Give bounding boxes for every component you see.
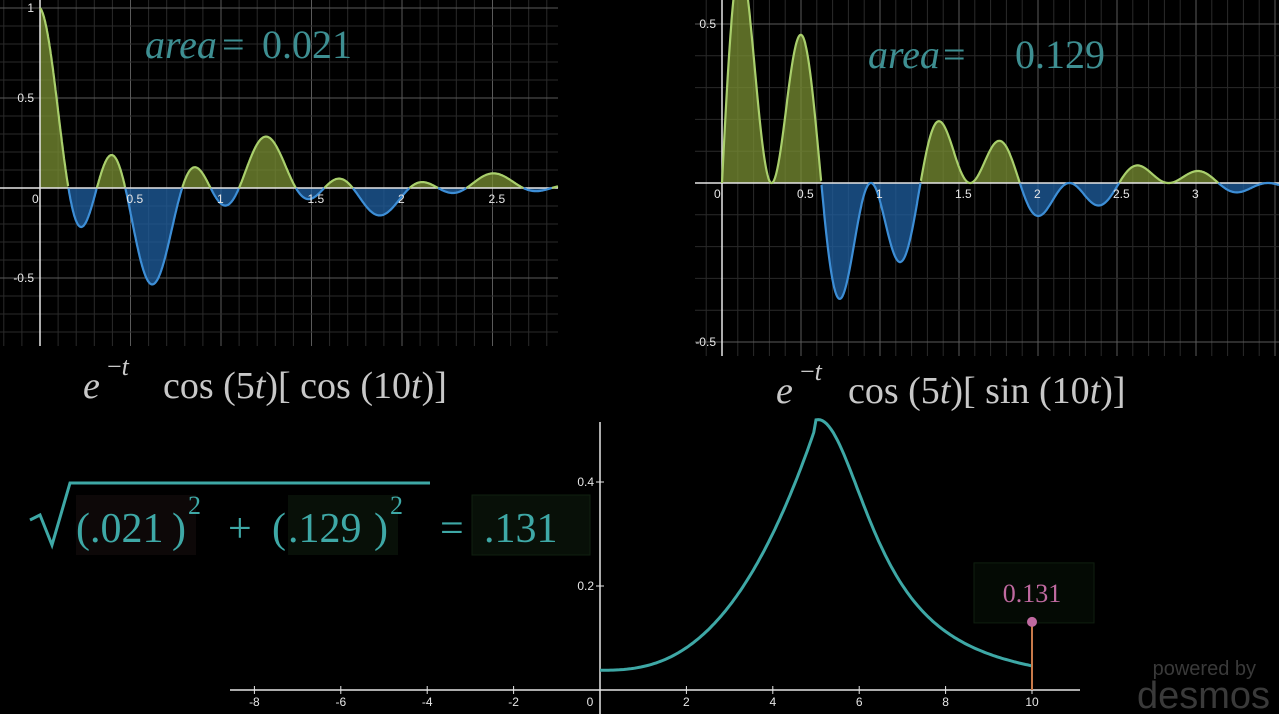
y-tick-label: 0.2 xyxy=(577,579,594,593)
negative-area-fill xyxy=(438,188,467,193)
positive-curve-line xyxy=(720,0,1219,185)
magnitude-curve xyxy=(600,418,1033,672)
marked-point-label-box xyxy=(973,562,1095,624)
magnitude-axes xyxy=(230,422,1080,714)
x-tick-label: 2.5 xyxy=(1113,187,1130,201)
positive-area-fill xyxy=(96,155,126,188)
x-tick-label: 2 xyxy=(683,695,690,709)
positive-curve-line xyxy=(39,7,559,189)
sin-formula-body: cos (5t)[ sin (10t)] xyxy=(848,370,1126,412)
term2-close: ) xyxy=(374,506,388,552)
sin-panel: 0 0.5 1 1.5 2 2.5 3 0.5 -0.5 area = 0.129 xyxy=(695,0,1279,356)
cos-area-value: 0.021 xyxy=(262,22,352,67)
x-tick-label: 0 xyxy=(32,192,39,206)
cos-formula-body: cos (5t)[ cos (10t)] xyxy=(163,365,447,407)
result-value: .131 xyxy=(484,506,558,552)
x-tick-label: 2.5 xyxy=(489,192,506,206)
x-tick-label: 0 xyxy=(714,187,721,201)
sin-area-value: 0.129 xyxy=(1015,32,1105,77)
y-tick-label: -0.5 xyxy=(13,271,34,285)
cos-area-var: area xyxy=(145,22,217,67)
y-tick-label: 0.4 xyxy=(577,475,594,489)
x-tick-label: 0.5 xyxy=(127,192,144,206)
sin-formula: e −t cos (5t)[ sin (10t)] xyxy=(776,357,1126,412)
term2-value: .129 xyxy=(288,506,362,552)
term2-box xyxy=(288,495,398,555)
positive-area-fill xyxy=(920,121,1020,183)
negative-area-fill xyxy=(353,188,410,216)
cos-tick-labels: 0 0.5 1 1.5 2 2.5 1 0.5 -0.5 xyxy=(13,1,505,285)
x-tick-label: 1 xyxy=(217,192,224,206)
x-tick-label: 3 xyxy=(1192,187,1199,201)
term1-close: ) xyxy=(172,506,186,552)
positive-area-fill xyxy=(239,136,297,188)
x-tick-label: -4 xyxy=(422,695,433,709)
marked-point-label: 0.131 xyxy=(1003,579,1062,608)
y-tick-label: 0.5 xyxy=(699,17,716,31)
x-tick-label: 1.5 xyxy=(308,192,325,206)
cos-panel: 0 0.5 1 1.5 2 2.5 1 0.5 -0.5 area = 0.021 xyxy=(0,0,559,346)
negative-area-fill xyxy=(821,183,921,299)
sin-tick-labels: 0 0.5 1 1.5 2 2.5 3 0.5 -0.5 xyxy=(695,17,1199,349)
watermark-line2: desmos xyxy=(1137,675,1270,714)
magnitude-chart: -8 -6 -4 -2 0 2 4 6 8 10 0.2 0.4 0.131 xyxy=(230,418,1095,714)
x-tick-label: 4 xyxy=(769,695,776,709)
negative-curve-line xyxy=(67,186,552,286)
y-tick-label: -0.5 xyxy=(695,335,716,349)
sqrt-symbol xyxy=(29,481,430,550)
marked-point xyxy=(1027,616,1037,627)
negative-area-fill xyxy=(210,188,240,206)
x-tick-label: 2 xyxy=(1034,187,1041,201)
term1-exp: 2 xyxy=(188,491,201,520)
x-tick-label: 0.5 xyxy=(797,187,814,201)
result-box xyxy=(471,494,591,556)
term2-open: ( xyxy=(272,506,286,552)
positive-area-fill xyxy=(466,173,524,188)
term1-value: .021 xyxy=(90,506,164,552)
watermark-line1: powered by xyxy=(1153,658,1256,680)
sin-formula-e: e xyxy=(776,370,793,412)
x-tick-label: 10 xyxy=(1025,695,1039,709)
cos-curve xyxy=(39,7,559,286)
marked-point-group: 0.131 xyxy=(973,562,1095,690)
sin-area-var: area xyxy=(868,32,940,77)
term2-exp: 2 xyxy=(390,491,403,520)
cos-area-eq: = xyxy=(222,22,245,67)
x-tick-label: 1.5 xyxy=(955,187,972,201)
plus-sign: + xyxy=(228,506,252,552)
term1-open: ( xyxy=(76,506,90,552)
y-tick-label: 1 xyxy=(27,1,34,15)
x-tick-label: 1 xyxy=(876,187,883,201)
sin-area-eq: = xyxy=(943,32,966,77)
positive-area-fill xyxy=(324,178,354,188)
equals-sign: = xyxy=(440,506,464,552)
x-tick-label: -8 xyxy=(249,695,260,709)
x-tick-label: 0 xyxy=(587,695,594,709)
x-tick-label: 8 xyxy=(942,695,949,709)
cos-formula-exp: −t xyxy=(107,352,130,381)
cos-formula-e: e xyxy=(83,365,100,407)
magnitude-tick-labels: -8 -6 -4 -2 0 2 4 6 8 10 0.2 0.4 xyxy=(249,475,1039,709)
negative-area-fill xyxy=(125,188,183,285)
term1-box xyxy=(76,495,196,555)
magnitude-formula: ( .021 ) 2 + ( .129 ) 2 = .131 xyxy=(29,481,591,556)
magnitude-curve-line xyxy=(600,418,1033,672)
negative-area-fill xyxy=(1019,183,1120,216)
cos-formula: e −t cos (5t)[ cos (10t)] xyxy=(83,352,447,407)
x-tick-label: 2 xyxy=(398,192,405,206)
x-tick-label: 6 xyxy=(856,695,863,709)
negative-curve-line xyxy=(820,181,1279,301)
x-tick-label: -2 xyxy=(508,695,519,709)
negative-area-fill xyxy=(1218,183,1279,193)
positive-area-fill xyxy=(1119,165,1219,183)
x-tick-label: -6 xyxy=(335,695,346,709)
sin-curve xyxy=(720,0,1279,301)
desmos-watermark: powered by desmos xyxy=(1137,658,1270,714)
y-tick-label: 0.5 xyxy=(17,91,34,105)
sin-formula-exp: −t xyxy=(800,357,823,386)
